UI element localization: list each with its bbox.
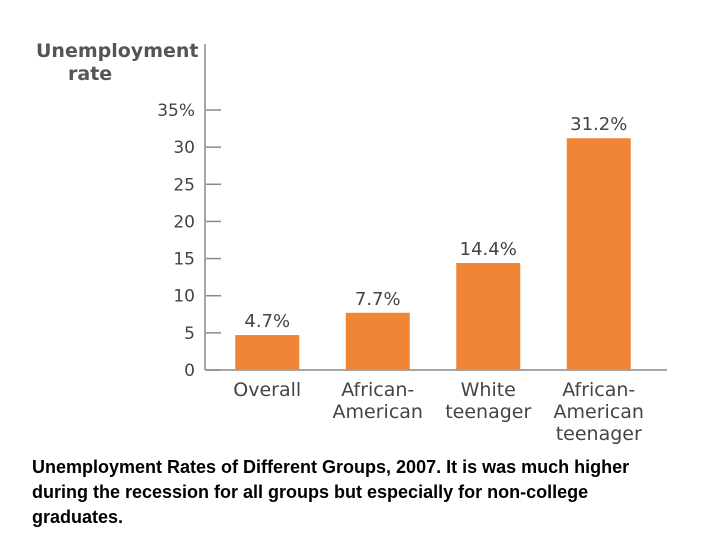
bar-chart: Unemployment rate 0 5 10 15 20 25 30 35% 4.7% 7.… — [36, 40, 667, 445]
data-label: 7.7% — [355, 289, 401, 310]
category-label: African- — [562, 379, 635, 401]
category-label: African- — [341, 379, 414, 401]
category-label: American — [554, 401, 644, 423]
y-tick-label: 10 — [173, 287, 195, 307]
bar — [456, 263, 521, 370]
y-tick-label: 5 — [184, 324, 195, 344]
bar — [235, 335, 300, 370]
y-axis-label-line-1: Unemployment — [36, 40, 198, 62]
y-ticks: 0 5 10 15 20 25 30 35% — [157, 101, 221, 381]
category-label: Overall — [233, 379, 301, 401]
data-label: 14.4% — [460, 239, 517, 260]
data-label: 4.7% — [244, 311, 290, 332]
bars: 4.7% 7.7% 14.4% 31.2% — [235, 114, 631, 370]
category-label: White — [461, 379, 516, 401]
y-tick-label: 15 — [173, 250, 195, 270]
figure-caption: Unemployment Rates of Different Groups, … — [32, 457, 630, 527]
category-label: teenager — [445, 401, 531, 423]
bar — [566, 138, 631, 370]
y-tick-label: 25 — [173, 175, 195, 195]
y-tick-label: 0 — [184, 361, 195, 381]
category-labels: Overall African-AmericanWhiteteenagerAfri… — [233, 379, 644, 445]
data-label: 31.2% — [570, 114, 627, 135]
bar — [345, 312, 410, 370]
category-label: American — [333, 401, 423, 423]
y-tick-label: 20 — [173, 212, 195, 232]
category-label: teenager — [556, 423, 642, 445]
y-tick-label: 30 — [173, 138, 195, 158]
y-tick-label: 35% — [157, 101, 195, 121]
y-axis-label-line-2: rate — [68, 63, 112, 85]
